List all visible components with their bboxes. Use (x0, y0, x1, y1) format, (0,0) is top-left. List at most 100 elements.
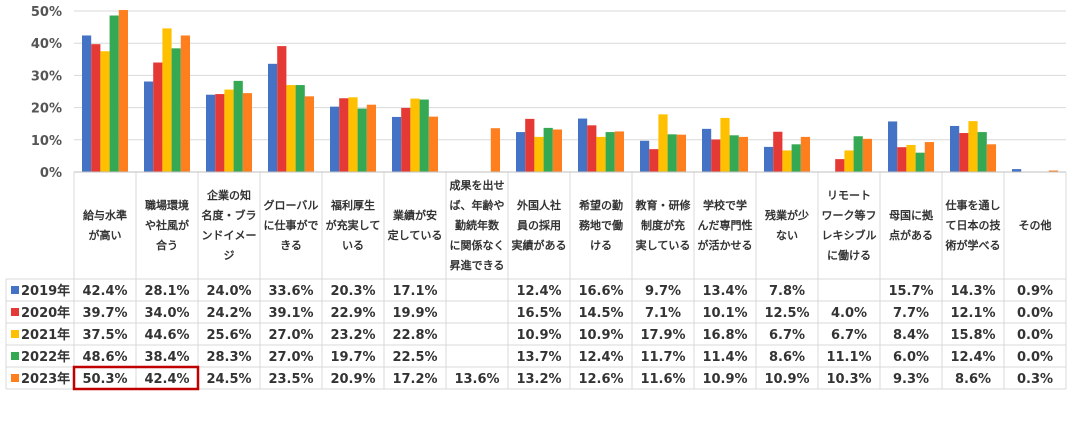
data-label: 10.9% (702, 372, 747, 387)
bar (614, 131, 624, 172)
bar (206, 94, 216, 172)
data-label: 16.8% (702, 328, 747, 343)
data-label: 37.5% (82, 328, 127, 343)
data-label: 8.4% (893, 328, 929, 343)
data-label: 20.3% (330, 284, 375, 299)
bar (543, 127, 553, 172)
category-label-box: その他 (1019, 219, 1052, 232)
data-label: 33.6% (268, 284, 313, 299)
category-label: 業績が安 定している (387, 208, 443, 242)
data-label: 39.7% (82, 306, 127, 321)
data-label: 6.7% (831, 328, 867, 343)
data-label: 10.9% (578, 328, 623, 343)
data-label: 10.9% (764, 372, 809, 387)
legend-swatch (11, 286, 19, 294)
category-label-box: 業績が安 定している (387, 208, 443, 242)
bar (862, 138, 872, 172)
category-label: 職場環境 や社風が 合う (145, 198, 189, 252)
data-label: 10.9% (516, 328, 561, 343)
category-label-box: 希望の勤 務地で働 ける (579, 198, 623, 252)
data-label: 12.5% (764, 306, 809, 321)
data-label: 13.4% (702, 284, 747, 299)
category-label: 希望の勤 務地で働 ける (579, 198, 623, 252)
data-label: 12.4% (516, 284, 561, 299)
legend-label: 2022年 (21, 349, 70, 365)
data-label: 17.9% (640, 328, 685, 343)
data-label: 10.3% (826, 372, 871, 387)
y-tick-label: 30% (31, 69, 62, 84)
data-label: 22.8% (392, 328, 437, 343)
bar (286, 85, 296, 172)
bar (640, 140, 650, 172)
data-label: 11.4% (702, 350, 747, 365)
bar (906, 144, 916, 172)
data-label: 24.2% (206, 306, 251, 321)
data-label: 13.2% (516, 372, 561, 387)
category-label: グローバル に仕事がで きる (263, 198, 319, 252)
data-label: 13.6% (454, 372, 499, 387)
data-label: 11.7% (640, 350, 685, 365)
bar (587, 125, 597, 172)
bar (844, 150, 854, 172)
bar (118, 10, 128, 173)
bar (1048, 170, 1058, 172)
category-label-box: 成果を出せ ば、年齢や 勤続年数 に関係なく 昇進できる (450, 179, 505, 272)
bar (959, 133, 969, 172)
data-label: 16.5% (516, 306, 561, 321)
data-label: 28.3% (206, 350, 251, 365)
data-label: 12.6% (578, 372, 623, 387)
data-label: 11.1% (826, 350, 871, 365)
data-label: 23.2% (330, 328, 375, 343)
bar (888, 121, 898, 172)
category-label: 外国人社 員の採用 実績がある (511, 198, 567, 252)
category-label-box: 仕事を通し て日本の技 術が学べる (945, 198, 1001, 252)
category-label-box: グローバル に仕事がで きる (263, 198, 319, 252)
data-label: 48.6% (82, 350, 127, 365)
data-label: 19.7% (330, 350, 375, 365)
highlight-box (72, 365, 200, 391)
bar (490, 128, 500, 172)
legend-label: 2019年 (21, 283, 70, 299)
bar (277, 46, 287, 172)
category-label: 残業が少 ない (765, 208, 809, 242)
category-label-box: 学校で学 んだ専門性 が活かせる (697, 198, 753, 252)
bar (667, 134, 677, 172)
data-label: 10.1% (702, 306, 747, 321)
bar (144, 81, 154, 172)
data-label: 15.8% (950, 328, 995, 343)
data-label: 25.6% (206, 328, 251, 343)
bar (233, 80, 243, 172)
data-label: 42.4% (144, 372, 189, 387)
legend-swatch (11, 374, 19, 382)
bar (986, 144, 996, 172)
data-label: 4.0% (831, 306, 867, 321)
data-label: 14.5% (578, 306, 623, 321)
data-label: 42.4% (82, 284, 127, 299)
bar (915, 152, 925, 172)
data-label: 22.5% (392, 350, 437, 365)
bar (676, 134, 686, 172)
bar (339, 98, 349, 172)
y-tick-label: 20% (31, 102, 62, 117)
bar (950, 125, 960, 172)
bar (525, 118, 535, 172)
bar (578, 118, 588, 172)
bar (82, 35, 92, 172)
category-label: 学校で学 んだ専門性 が活かせる (697, 198, 753, 252)
category-label: 仕事を通し て日本の技 術が学べる (945, 198, 1001, 252)
data-label: 22.9% (330, 306, 375, 321)
bar (605, 132, 615, 172)
data-label: 28.1% (144, 284, 189, 299)
bar (853, 136, 863, 172)
data-label: 12.4% (578, 350, 623, 365)
bar (977, 132, 987, 172)
data-label: 12.1% (950, 306, 995, 321)
bar (897, 147, 907, 172)
bar (242, 93, 252, 172)
bar (791, 144, 801, 172)
data-label: 0.3% (1017, 372, 1053, 387)
bar (91, 44, 101, 172)
bar (224, 89, 234, 172)
category-label: 福利厚生 が充実して いる (325, 198, 381, 252)
bar (534, 136, 544, 172)
